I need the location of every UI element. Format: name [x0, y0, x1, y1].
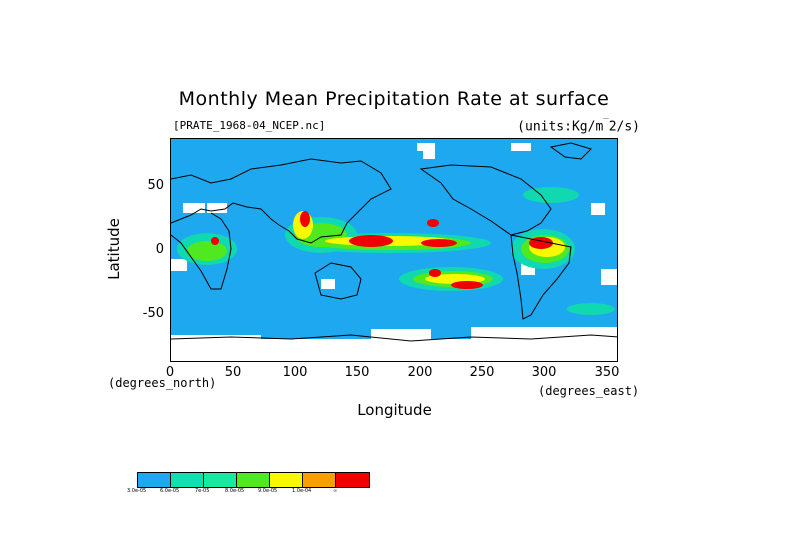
south-atlantic-missing-patch: [601, 269, 617, 285]
y-axis-label: Latitude: [104, 218, 123, 280]
y-tick-50: 50: [147, 178, 164, 193]
indochina-peak: [300, 211, 310, 227]
sahara-missing-patch: [183, 203, 205, 213]
missing-data-regions: [171, 143, 617, 361]
legend-label-4: 8.0e-05: [225, 488, 245, 494]
hawaii-peak: [427, 219, 439, 227]
north-atlantic-low-band: [523, 187, 579, 203]
legend-swatch-3: [204, 473, 237, 487]
units-label: (units:Kg/m‾2/s): [517, 118, 640, 135]
spcz-peak: [451, 281, 483, 289]
north-atlantic-missing-patch: [591, 203, 605, 215]
x-tick-50: 50: [224, 365, 242, 380]
south-america-coast: [510, 234, 572, 320]
x-tick-150: 150: [344, 365, 370, 380]
africa-mid-band: [187, 241, 227, 261]
australia-missing-patch: [321, 279, 335, 289]
x-tick-100: 100: [282, 365, 308, 380]
africa-peak: [211, 237, 219, 245]
legend-swatch-1: [138, 473, 171, 487]
precipitation-map: [170, 138, 618, 362]
x-tick-300: 300: [531, 365, 557, 380]
arctic-missing-patch-3: [417, 143, 435, 151]
file-label: [PRATE_1968-04_NCEP.nc]: [173, 119, 326, 132]
legend-swatch-2: [171, 473, 204, 487]
legend-label-7: ∞: [333, 488, 338, 494]
y-tick-0: 0: [155, 242, 164, 257]
antarctic-missing-region: [171, 339, 617, 361]
africa-coast: [171, 212, 232, 290]
x-tick-0: 0: [165, 365, 175, 380]
antarctic-missing-region-mid: [371, 329, 431, 339]
greenland-coast: [549, 142, 592, 160]
eurasia-coast: [171, 158, 392, 244]
map-title: Monthly Mean Precipitation Rate at surfa…: [178, 88, 610, 110]
legend-swatch-5: [270, 473, 303, 487]
australia-coast: [314, 262, 362, 300]
itcz-peak-east: [421, 239, 457, 247]
x-tick-200: 200: [407, 365, 433, 380]
legend-swatch-4: [237, 473, 270, 487]
y-tick-minus-50: -50: [142, 306, 164, 321]
x-tick-350: 350: [594, 365, 620, 380]
legend-label-6: 1.0e-04: [292, 488, 312, 494]
sahara-missing-patch-2: [207, 203, 227, 213]
color-legend: [137, 472, 370, 488]
legend-label-5: 9.0e-05: [258, 488, 278, 494]
south-atlantic-low-band: [567, 303, 615, 315]
arctic-missing-patch: [423, 151, 435, 159]
north-america-coast: [419, 164, 552, 236]
x-unit-note: (degrees_east): [538, 384, 640, 398]
antarctic-missing-region-east: [471, 327, 617, 341]
spcz-peak-2: [429, 269, 441, 277]
legend-label-1: 3.0e-05: [127, 488, 147, 494]
legend-swatch-6: [303, 473, 336, 487]
precip-mid: [187, 223, 569, 287]
x-tick-250: 250: [469, 365, 495, 380]
legend-label-3: 7e-05: [195, 488, 210, 494]
y-unit-note: (degrees_north): [108, 376, 217, 390]
antarctica-coast: [171, 334, 617, 342]
coastlines: [171, 142, 617, 342]
map-canvas: [171, 142, 617, 361]
itcz-peak-west: [349, 235, 393, 247]
legend-label-2: 6.0e-05: [160, 488, 180, 494]
x-axis-label: Longitude: [357, 401, 432, 419]
legend-swatch-7: [336, 473, 369, 487]
antarctic-missing-region-west: [171, 335, 261, 345]
africa-missing-patch: [171, 259, 187, 271]
arctic-missing-patch-2: [511, 143, 531, 151]
